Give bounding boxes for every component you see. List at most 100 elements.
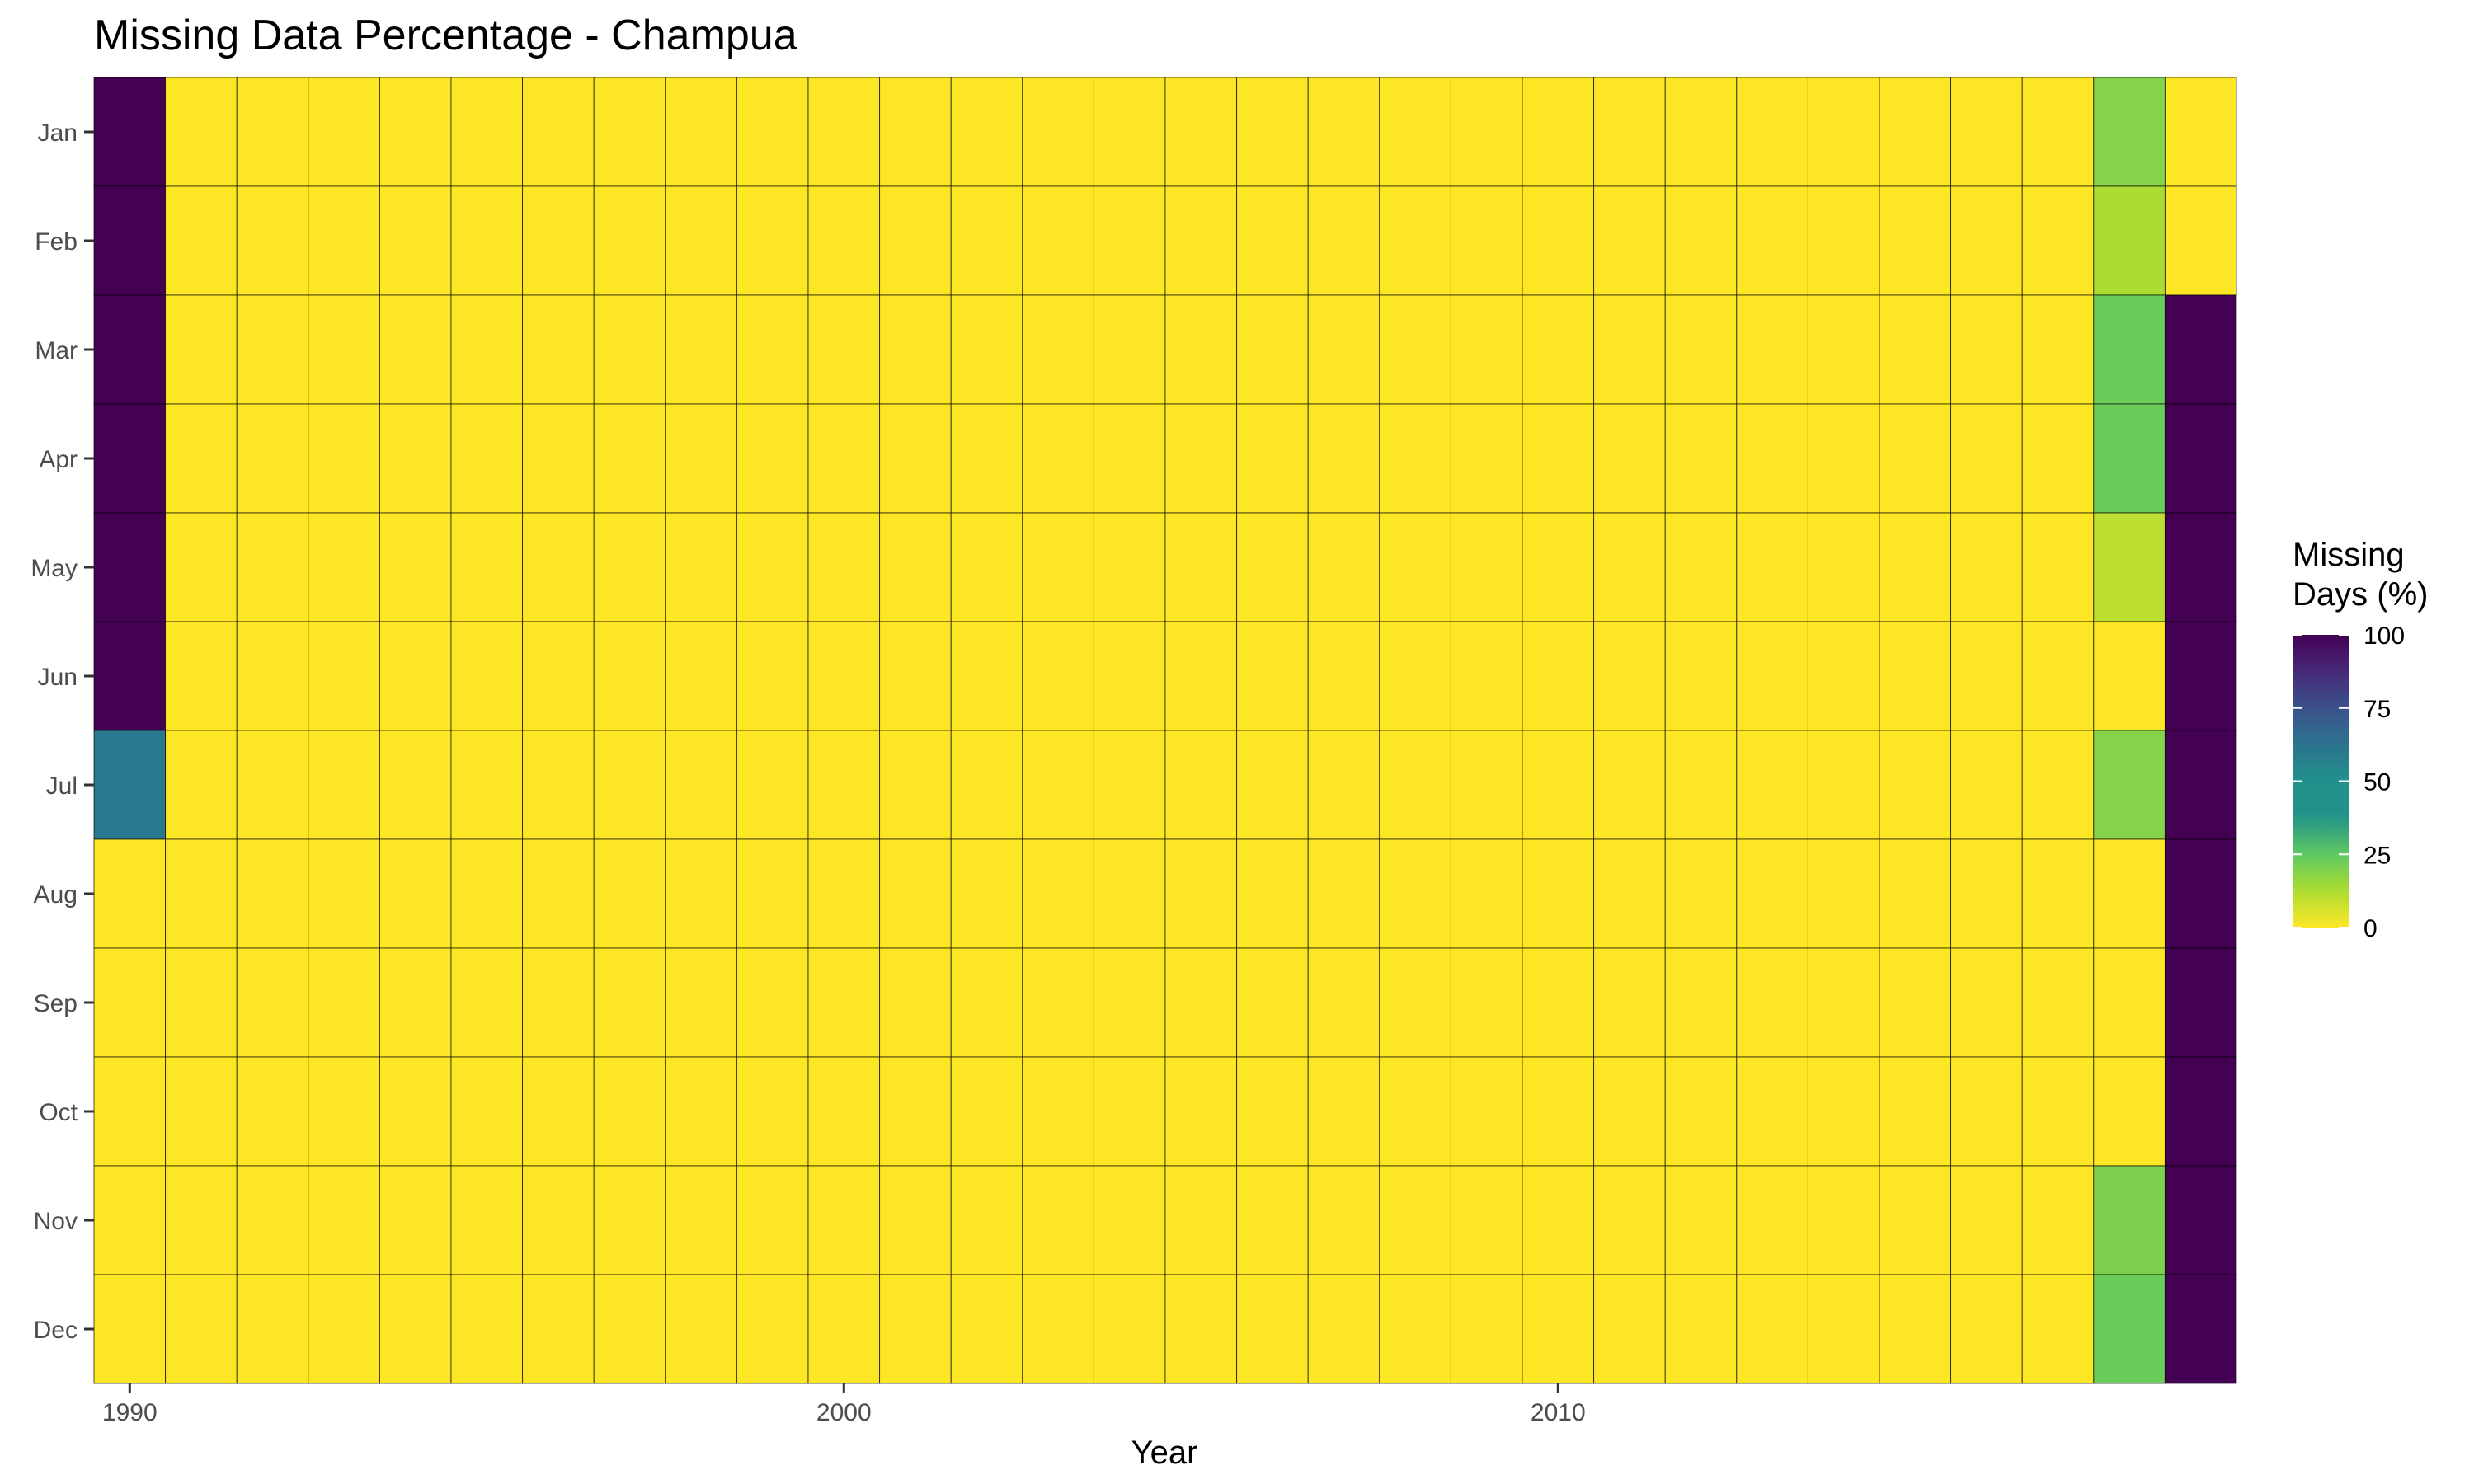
heatmap-cell-2009-jul <box>1450 730 1523 840</box>
heatmap-cell-2008-jul <box>1379 730 1451 840</box>
heatmap-cell-1991-aug <box>165 838 238 949</box>
heatmap-cell-1996-feb <box>522 186 595 296</box>
heatmap-cell-2019-dec <box>2164 1274 2237 1384</box>
heatmap-cell-1993-aug <box>308 838 380 949</box>
heatmap-cell-1999-jun <box>736 621 809 731</box>
heatmap-cell-2015-nov <box>1879 1165 1952 1275</box>
legend-tick-label-75: 75 <box>2363 696 2391 723</box>
heatmap-cell-2017-sep <box>2021 947 2095 1058</box>
x-tick-label-2010: 2010 <box>1531 1399 1586 1426</box>
heatmap-cell-2015-sep <box>1879 947 1952 1058</box>
heatmap-cell-2003-jun <box>1022 621 1094 731</box>
heatmap-cell-2006-dec <box>1236 1274 1309 1384</box>
heatmap-cell-2002-dec <box>950 1274 1023 1384</box>
heatmap-cell-2000-may <box>807 512 881 622</box>
heatmap-cell-1998-mar <box>665 294 737 405</box>
legend-title-line-2: Days (%) <box>2293 576 2428 613</box>
heatmap-cell-2008-nov <box>1379 1165 1451 1275</box>
heatmap-cell-2017-dec <box>2021 1274 2095 1384</box>
heatmap-cell-1994-jan <box>379 77 452 187</box>
heatmap-cell-2006-feb <box>1236 186 1309 296</box>
heatmap-cell-2000-sep <box>807 947 881 1058</box>
heatmap-cell-2011-nov <box>1593 1165 1666 1275</box>
heatmap-cell-1990-apr <box>93 403 167 514</box>
heatmap-cell-1998-jun <box>665 621 737 731</box>
heatmap-cell-1991-may <box>165 512 238 622</box>
heatmap-cell-2003-nov <box>1022 1165 1094 1275</box>
heatmap-cell-2005-aug <box>1164 838 1238 949</box>
heatmap-cell-2011-feb <box>1593 186 1666 296</box>
heatmap-cell-2009-sep <box>1450 947 1523 1058</box>
heatmap-cell-2004-may <box>1093 512 1166 622</box>
heatmap-cell-2005-apr <box>1164 403 1238 514</box>
heatmap-cell-2008-apr <box>1379 403 1451 514</box>
heatmap-cell-1990-may <box>93 512 167 622</box>
heatmap-cell-2012-aug <box>1664 838 1738 949</box>
heatmap-cell-2002-aug <box>950 838 1023 949</box>
heatmap-cell-2006-jun <box>1236 621 1309 731</box>
heatmap-cell-2015-oct <box>1879 1056 1952 1167</box>
heatmap-cell-2004-feb <box>1093 186 1166 296</box>
heatmap-cell-1992-nov <box>236 1165 309 1275</box>
heatmap-cell-1990-nov <box>93 1165 167 1275</box>
legend-tick-label-50: 50 <box>2363 769 2391 796</box>
heatmap-cell-2012-mar <box>1664 294 1738 405</box>
heatmap-cell-2019-jan <box>2164 77 2237 187</box>
heatmap-cell-2015-aug <box>1879 838 1952 949</box>
heatmap-cell-2008-jun <box>1379 621 1451 731</box>
heatmap-cell-1997-jun <box>593 621 666 731</box>
heatmap-cell-2014-jun <box>1807 621 1880 731</box>
heatmap-cell-2003-jul <box>1022 730 1094 840</box>
heatmap-cell-2014-oct <box>1807 1056 1880 1167</box>
heatmap-cell-2011-sep <box>1593 947 1666 1058</box>
heatmap-cell-2002-jun <box>950 621 1023 731</box>
heatmap-cell-2014-feb <box>1807 186 1880 296</box>
heatmap-cell-2003-apr <box>1022 403 1094 514</box>
heatmap-cell-1994-oct <box>379 1056 452 1167</box>
heatmap-cell-1997-may <box>593 512 666 622</box>
x-tick-label-1990: 1990 <box>102 1399 158 1426</box>
heatmap-cell-1993-dec <box>308 1274 380 1384</box>
heatmap-cell-2001-jul <box>879 730 952 840</box>
heatmap-cell-2000-jun <box>807 621 881 731</box>
heatmap-cell-1992-apr <box>236 403 309 514</box>
heatmap-cell-1995-apr <box>450 403 524 514</box>
heatmap-cell-2000-aug <box>807 838 881 949</box>
heatmap-cell-2008-feb <box>1379 186 1451 296</box>
heatmap-cell-2018-feb <box>2093 186 2166 296</box>
heatmap-cell-2013-feb <box>1736 186 1808 296</box>
heatmap-cell-2010-jun <box>1522 621 1595 731</box>
heatmap-cell-2001-dec <box>879 1274 952 1384</box>
heatmap-cell-2009-oct <box>1450 1056 1523 1167</box>
heatmap-cell-2009-may <box>1450 512 1523 622</box>
heatmap-cell-2013-mar <box>1736 294 1808 405</box>
heatmap-cell-2016-nov <box>1950 1165 2023 1275</box>
heatmap-cell-2001-nov <box>879 1165 952 1275</box>
heatmap-cell-2010-may <box>1522 512 1595 622</box>
heatmap-cell-2016-jan <box>1950 77 2023 187</box>
heatmap-cell-1994-aug <box>379 838 452 949</box>
heatmap-cell-2012-apr <box>1664 403 1738 514</box>
heatmap-cell-1995-oct <box>450 1056 524 1167</box>
heatmap-cell-1993-apr <box>308 403 380 514</box>
heatmap-cell-1992-sep <box>236 947 309 1058</box>
heatmap-cell-2009-nov <box>1450 1165 1523 1275</box>
heatmap-cell-2007-jun <box>1307 621 1380 731</box>
heatmap-cell-2008-oct <box>1379 1056 1451 1167</box>
heatmap-cell-2016-apr <box>1950 403 2023 514</box>
heatmap-cell-2007-nov <box>1307 1165 1380 1275</box>
heatmap-cell-2001-apr <box>879 403 952 514</box>
heatmap-cell-2019-mar <box>2164 294 2237 405</box>
heatmap-cell-2005-jul <box>1164 730 1238 840</box>
heatmap-cell-2003-jan <box>1022 77 1094 187</box>
heatmap-cell-1992-dec <box>236 1274 309 1384</box>
heatmap-cell-2007-sep <box>1307 947 1380 1058</box>
heatmap-cell-2014-apr <box>1807 403 1880 514</box>
heatmap-cell-1993-nov <box>308 1165 380 1275</box>
heatmap-cell-1990-feb <box>93 186 167 296</box>
heatmap-cell-1995-sep <box>450 947 524 1058</box>
heatmap-cell-2007-oct <box>1307 1056 1380 1167</box>
heatmap-cell-1993-jul <box>308 730 380 840</box>
heatmap-cell-2008-dec <box>1379 1274 1451 1384</box>
heatmap-cell-2017-jan <box>2021 77 2095 187</box>
